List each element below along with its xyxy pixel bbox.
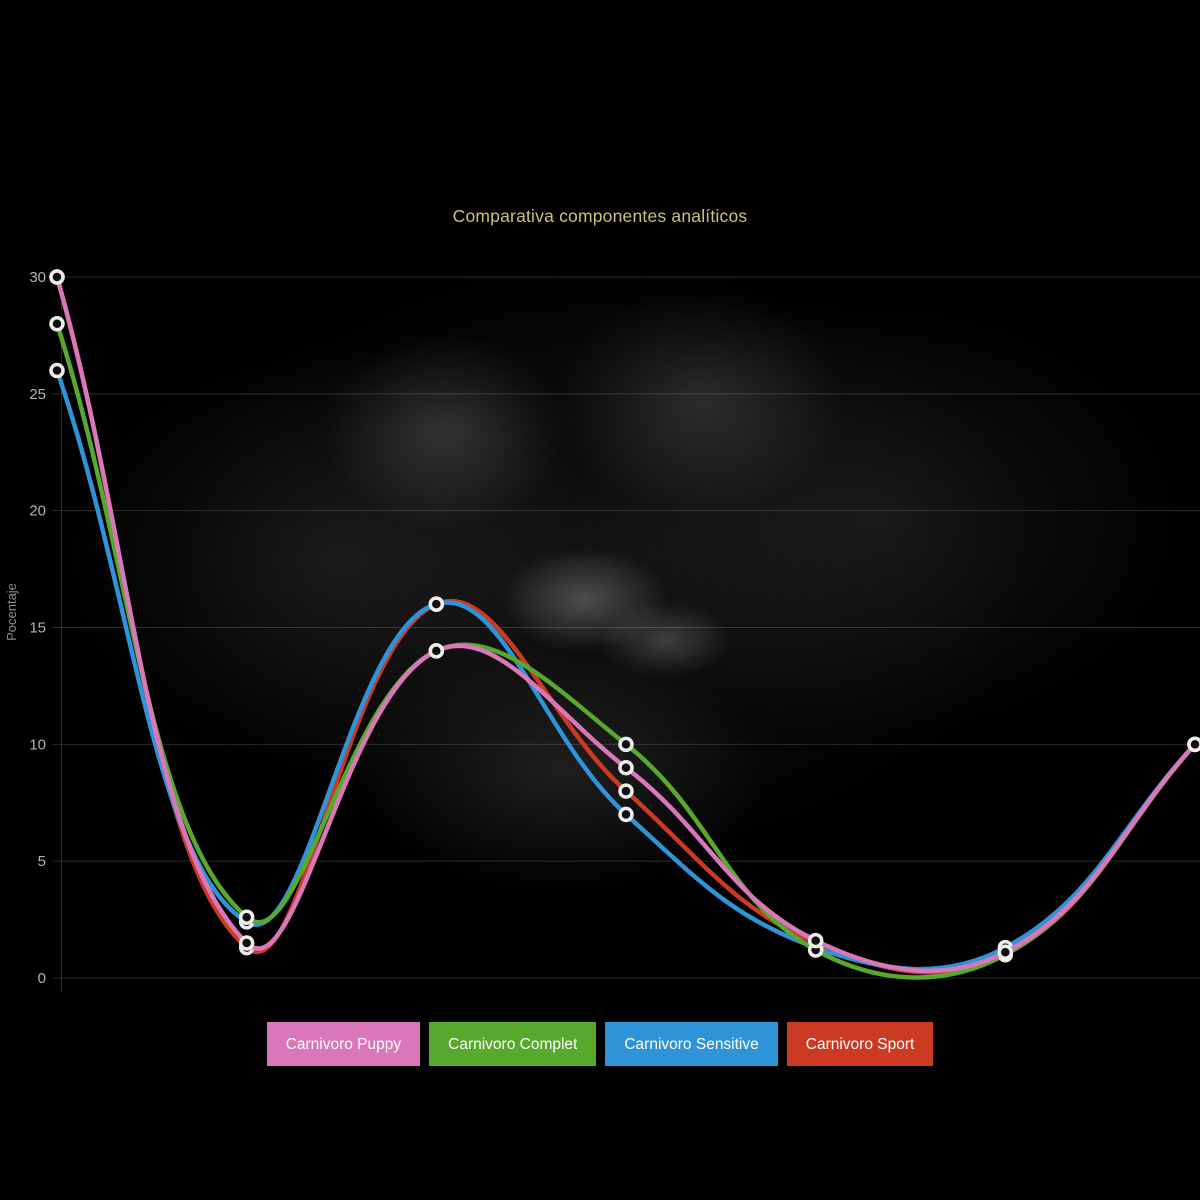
y-axis-title: Pocentaje xyxy=(4,583,19,641)
legend-item-carnivoro-complet[interactable]: Carnivoro Complet xyxy=(429,1022,597,1067)
series-line-carnivoro-puppy xyxy=(54,274,1198,974)
y-tick-label-10: 10 xyxy=(29,736,46,753)
y-tick-label-5: 5 xyxy=(38,853,46,870)
y-tick-label-15: 15 xyxy=(29,620,46,637)
legend-item-carnivoro-sport[interactable]: Carnivoro Sport xyxy=(786,1022,934,1067)
chart-title: Comparativa componentes analíticos xyxy=(452,206,748,226)
data-point-carnivoro-complet-0[interactable] xyxy=(49,315,65,332)
data-point-carnivoro-sport-3[interactable] xyxy=(618,783,634,799)
y-tick-label-0: 0 xyxy=(38,970,46,987)
chart-legend: Carnivoro Puppy Carnivoro Complet Carnivor… xyxy=(0,1022,1200,1067)
legend-item-carnivoro-sensitive[interactable]: Carnivoro Sensitive xyxy=(605,1022,778,1067)
data-point-carnivoro-puppy-1[interactable] xyxy=(238,935,255,951)
data-point-carnivoro-puppy-2[interactable] xyxy=(428,643,445,659)
legend-item-carnivoro-puppy[interactable]: Carnivoro Puppy xyxy=(266,1022,421,1067)
y-tick-label-25: 25 xyxy=(29,386,46,403)
data-point-carnivoro-sensitive-3[interactable] xyxy=(618,806,634,823)
data-point-carnivoro-complet-3[interactable] xyxy=(618,736,634,753)
y-tick-label-30: 30 xyxy=(29,269,46,286)
data-point-carnivoro-sensitive-2[interactable] xyxy=(428,596,445,612)
data-point-carnivoro-puppy-5[interactable] xyxy=(997,944,1014,961)
data-point-carnivoro-puppy-3[interactable] xyxy=(618,759,634,776)
y-tick-label-20: 20 xyxy=(29,503,46,520)
data-point-carnivoro-complet-1[interactable] xyxy=(238,909,255,925)
data-point-carnivoro-puppy-6[interactable] xyxy=(1187,736,1200,753)
data-point-carnivoro-puppy-0[interactable] xyxy=(49,269,65,285)
data-point-carnivoro-puppy-4[interactable] xyxy=(807,932,824,949)
series-line-carnivoro-sensitive xyxy=(54,368,1198,972)
series-line-carnivoro-sport xyxy=(54,274,1198,975)
data-point-carnivoro-sensitive-0[interactable] xyxy=(49,362,65,379)
series-line-carnivoro-complet xyxy=(54,321,1198,980)
